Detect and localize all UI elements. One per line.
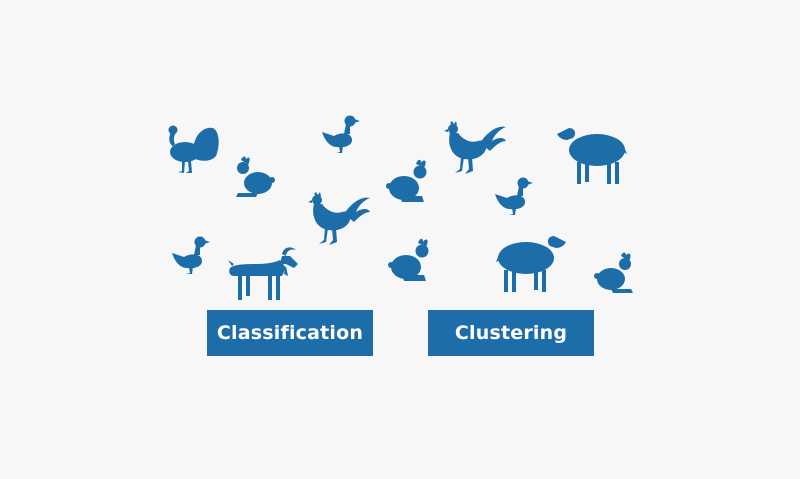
duck-icon: [172, 235, 210, 275]
rabbit-icon: [232, 155, 276, 197]
sheep-icon: [557, 126, 627, 186]
sheep-icon: [496, 234, 566, 294]
classification-label-box: Classification: [207, 310, 373, 356]
goat-icon: [228, 246, 298, 302]
clustering-label: Clustering: [454, 322, 568, 344]
turkey-icon: [163, 122, 219, 174]
rooster-icon: [444, 121, 506, 175]
clustering-label-box: Clustering: [428, 310, 594, 356]
duck-icon: [322, 114, 360, 154]
rabbit-icon: [593, 251, 637, 293]
rabbit-icon: [386, 158, 432, 202]
duck-icon: [495, 176, 533, 216]
rabbit-icon: [388, 237, 434, 281]
rooster-icon: [308, 192, 370, 246]
classification-label: Classification: [216, 322, 364, 344]
